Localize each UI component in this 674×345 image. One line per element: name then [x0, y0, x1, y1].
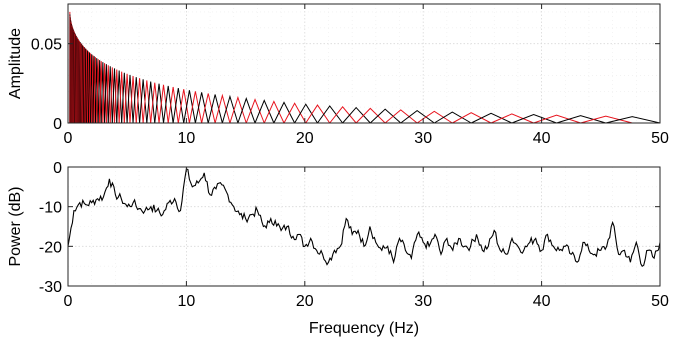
power-panel: 0 10 20 30 40 50 0 -10 -20 -30 Power (dB) Frequen…	[7, 160, 669, 337]
filter-triangle	[384, 109, 418, 124]
filter-triangle	[172, 88, 185, 124]
frequency-axis-label: Frequency (Hz)	[309, 320, 419, 337]
filter-triangle	[221, 94, 239, 124]
filter-triangle	[452, 112, 492, 124]
filter-triangle	[129, 75, 137, 124]
filter-triangle	[150, 82, 160, 124]
filter-triangle	[132, 77, 141, 124]
filter-triangle	[214, 93, 231, 124]
filter-triangle	[245, 98, 265, 124]
power-tick-labels: 0 10 20 30 40 50 0 -10 -20 -30	[39, 160, 669, 310]
filter-triangle	[434, 111, 472, 124]
amplitude-axes-box	[67, 3, 661, 124]
filter-triangle	[342, 106, 371, 124]
filter-triangle	[163, 85, 174, 124]
filter-triangle	[556, 115, 606, 124]
filter-triangle	[116, 70, 123, 124]
amplitude-x-tick-label: 40	[533, 130, 551, 147]
power-axis-label: Power (dB)	[7, 186, 24, 266]
filter-triangle	[294, 103, 318, 124]
filter-triangle	[113, 69, 120, 124]
filter-triangle	[263, 100, 285, 124]
power-x-tick-label: 0	[64, 293, 73, 310]
power-x-tick-label: 30	[414, 293, 432, 310]
filter-triangle	[355, 107, 386, 124]
filter-triangle	[105, 65, 111, 124]
filter-triangle	[102, 63, 107, 124]
filter-triangle	[533, 114, 581, 124]
power-series	[67, 168, 661, 267]
filter-triangle	[100, 62, 106, 124]
amplitude-y-tick-label: 0.05	[31, 37, 62, 54]
filter-triangle	[201, 93, 216, 124]
filter-triangle	[139, 79, 148, 124]
filter-triangle	[400, 110, 435, 124]
filter-triangle	[317, 105, 344, 124]
filter-triangle	[580, 115, 633, 124]
filter-triangle	[470, 112, 513, 124]
amplitude-x-tick-label: 0	[64, 130, 73, 147]
filter-triangle	[194, 92, 209, 124]
filter-triangle	[237, 97, 256, 124]
filter-triangle	[177, 89, 190, 124]
amplitude-y-tick-label: 0	[53, 116, 62, 133]
amplitude-panel: 0 10 20 30 40 50 0 0.05 Amplitude	[7, 3, 669, 147]
filter-triangle	[142, 80, 152, 124]
filter-triangle	[511, 114, 557, 124]
filter-triangle	[107, 66, 113, 124]
filter-triangle	[109, 67, 115, 124]
power-spectrum-line	[67, 168, 661, 267]
amplitude-x-tick-label: 10	[178, 130, 196, 147]
filter-triangle	[121, 72, 128, 124]
filterbank-series	[69, 11, 661, 124]
filter-triangle	[123, 73, 131, 124]
power-y-tick-label: 0	[53, 160, 62, 177]
power-x-tick-label: 20	[296, 293, 314, 310]
filter-triangle	[146, 81, 156, 124]
filter-triangle	[283, 102, 307, 124]
power-y-tick-label: -30	[39, 279, 62, 296]
power-axes-box	[67, 166, 661, 287]
filter-triangle	[329, 105, 357, 124]
power-x-tick-label: 10	[178, 293, 196, 310]
filter-triangle	[188, 91, 203, 124]
amplitude-x-tick-label: 20	[296, 130, 314, 147]
power-grid	[67, 166, 661, 287]
power-y-tick-label: -10	[39, 200, 62, 217]
filter-triangle	[229, 95, 247, 124]
amplitude-x-tick-label: 30	[414, 130, 432, 147]
amplitude-tick-labels: 0 10 20 30 40 50 0 0.05	[31, 4, 669, 147]
filter-triangle	[158, 84, 169, 124]
power-x-tick-label: 50	[651, 293, 669, 310]
filter-triangle	[416, 110, 453, 124]
power-x-tick-label: 40	[533, 293, 551, 310]
filter-triangle	[369, 108, 402, 124]
filter-triangle	[605, 116, 661, 124]
filter-triangle	[135, 78, 144, 124]
filter-triangle	[167, 86, 179, 124]
filter-triangle	[111, 68, 118, 124]
filter-triangle	[254, 99, 275, 124]
filter-triangle	[126, 74, 134, 124]
filter-triangle	[99, 61, 104, 124]
filter-triangle	[273, 101, 296, 124]
filter-triangle	[118, 71, 125, 124]
filter-triangle	[305, 104, 331, 124]
amplitude-x-tick-label: 50	[651, 130, 669, 147]
filter-triangle	[104, 64, 109, 124]
filter-triangle	[183, 90, 196, 124]
filter-triangle	[490, 113, 534, 124]
power-y-tick-label: -20	[39, 239, 62, 256]
filter-triangle	[97, 60, 102, 124]
filter-triangle	[207, 94, 223, 124]
filter-triangle	[154, 83, 164, 124]
amplitude-axis-label: Amplitude	[7, 28, 24, 99]
